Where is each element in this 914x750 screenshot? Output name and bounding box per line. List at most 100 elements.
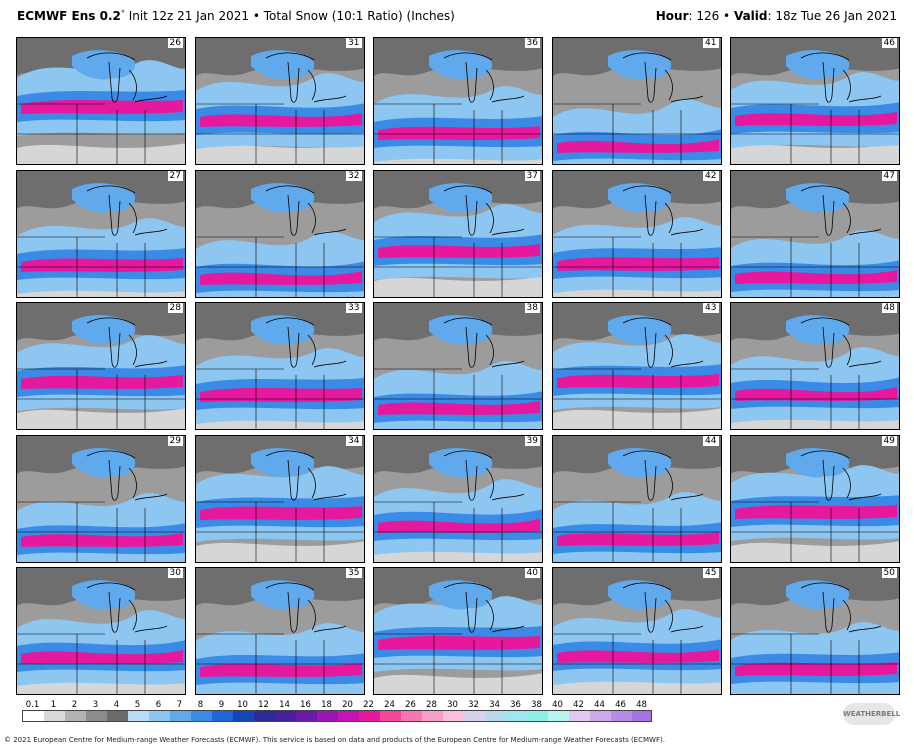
colorbar-tick-label: 48 xyxy=(636,700,647,710)
colorbar-swatch xyxy=(254,711,276,721)
snowfall-map xyxy=(374,435,542,562)
colorbar-swatch xyxy=(233,711,255,721)
colorbar-tick-label: 28 xyxy=(426,700,437,710)
snowfall-map xyxy=(17,568,185,694)
colorbar-tick-label: 10 xyxy=(237,700,248,710)
colorbar-tick-label: 12 xyxy=(258,700,269,710)
ensemble-panel: 38 xyxy=(373,302,543,430)
colorbar-tick-label: 3 xyxy=(92,700,99,710)
ensemble-panel: 31 xyxy=(194,37,365,165)
member-number: 35 xyxy=(346,568,362,578)
member-number: 34 xyxy=(346,435,362,446)
logo-text: WEATHERBELL xyxy=(843,710,901,718)
member-number: 26 xyxy=(167,38,183,48)
colorbar-swatch xyxy=(149,711,171,721)
ensemble-panel: 45 xyxy=(551,567,722,695)
colorbar-tick-label: 6 xyxy=(155,700,162,710)
ensemble-panel: 29 xyxy=(16,434,186,563)
member-number: 39 xyxy=(524,435,540,446)
ensemble-panel: 37 xyxy=(373,169,543,298)
snowfall-map xyxy=(731,38,899,164)
member-number: 37 xyxy=(524,170,540,181)
colorbar-tick-label: 2 xyxy=(71,700,78,710)
colorbar-tick-label: 14 xyxy=(279,700,290,710)
colorbar-ticks: 0.1 1 2 3 4 5 6 7 8 9 10 12 14 16 18 20 22 24 26 28 30 32 34 36… xyxy=(22,700,652,710)
colorbar-tick-label: 4 xyxy=(113,700,120,710)
snowfall-map xyxy=(552,435,721,562)
valid-time: Hour: 126 • Valid: 18z Tue 26 Jan 2021 xyxy=(656,9,897,23)
member-number: 46 xyxy=(881,38,897,48)
valid-value: : 18z Tue 26 Jan 2021 xyxy=(767,9,898,23)
valid-label: Valid xyxy=(733,9,768,23)
colorbar-swatch xyxy=(548,711,570,721)
member-number: 32 xyxy=(346,170,362,181)
member-number: 27 xyxy=(167,170,183,181)
colorbar-swatch xyxy=(464,711,486,721)
model-name: ECMWF Ens 0.2 xyxy=(17,9,121,23)
member-number: 41 xyxy=(703,38,719,48)
colorbar-swatch xyxy=(380,711,402,721)
ensemble-panel: 40 xyxy=(373,567,543,695)
colorbar-swatch xyxy=(590,711,612,721)
colorbar-swatch xyxy=(485,711,507,721)
colorbar-tick-label: 44 xyxy=(594,700,605,710)
member-number: 28 xyxy=(167,303,183,313)
colorbar-swatch xyxy=(191,711,213,721)
map-title: ECMWF Ens 0.2° Init 12z 21 Jan 2021 • To… xyxy=(17,9,455,23)
colorbar-tick-label: 0.1 xyxy=(25,700,40,710)
snowfall-map xyxy=(374,38,542,164)
member-number: 47 xyxy=(881,170,897,181)
snowfall-map xyxy=(374,170,542,297)
ensemble-panel: 26 xyxy=(16,37,186,165)
colorbar xyxy=(22,710,652,722)
ensemble-panel: 33 xyxy=(194,302,365,430)
ensemble-panel: 46 xyxy=(730,37,900,165)
member-number: 49 xyxy=(881,435,897,446)
member-number: 44 xyxy=(703,435,719,446)
degree-mark: ° xyxy=(120,9,125,18)
member-number: 29 xyxy=(167,435,183,446)
colorbar-tick-label: 30 xyxy=(447,700,458,710)
member-number: 40 xyxy=(524,568,540,578)
colorbar-tick-label: 38 xyxy=(531,700,542,710)
colorbar-tick-label: 24 xyxy=(384,700,395,710)
snowfall-map xyxy=(195,170,364,297)
colorbar-tick-label: 20 xyxy=(342,700,353,710)
member-number: 36 xyxy=(524,38,540,48)
ensemble-panel: 50 xyxy=(730,567,900,695)
snowfall-map xyxy=(552,303,721,429)
colorbar-tick-label: 22 xyxy=(363,700,374,710)
snowfall-map xyxy=(195,568,364,694)
ensemble-panel: 28 xyxy=(16,302,186,430)
ensemble-panel: 27 xyxy=(16,169,186,298)
copyright-footer: © 2021 European Centre for Medium-range … xyxy=(4,736,665,744)
colorbar-swatch xyxy=(443,711,465,721)
hour-label: Hour xyxy=(655,9,689,23)
colorbar-swatch xyxy=(296,711,318,721)
member-number: 31 xyxy=(346,38,362,48)
snowfall-map xyxy=(731,170,899,297)
snowfall-map xyxy=(17,303,185,429)
snowfall-map xyxy=(552,568,721,694)
colorbar-tick-label: 7 xyxy=(176,700,183,710)
colorbar-swatch xyxy=(44,711,66,721)
member-number: 33 xyxy=(346,303,362,313)
colorbar-tick-label: 46 xyxy=(615,700,626,710)
colorbar-tick-label: 42 xyxy=(573,700,584,710)
member-number: 30 xyxy=(167,568,183,578)
colorbar-swatch xyxy=(128,711,150,721)
snowfall-map xyxy=(17,435,185,562)
colorbar-swatch xyxy=(23,711,45,721)
colorbar-swatch xyxy=(506,711,528,721)
member-number: 42 xyxy=(703,170,719,181)
colorbar-swatch xyxy=(359,711,381,721)
colorbar-swatch xyxy=(422,711,444,721)
snowfall-map xyxy=(17,38,185,164)
ensemble-panel: 44 xyxy=(551,434,722,563)
snowfall-map xyxy=(731,568,899,694)
ensemble-panel: 48 xyxy=(730,302,900,430)
hour-value: : 126 • xyxy=(688,9,734,23)
colorbar-swatch xyxy=(275,711,297,721)
colorbar-swatch xyxy=(338,711,360,721)
ensemble-panel: 35 xyxy=(194,567,365,695)
